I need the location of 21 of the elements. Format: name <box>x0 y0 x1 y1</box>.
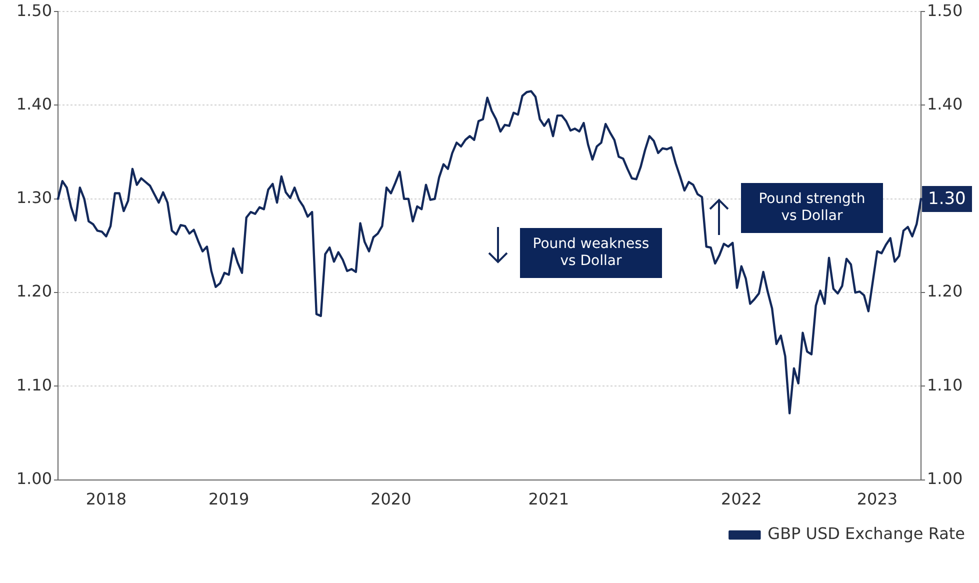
y-tick-label: 1.40 <box>16 94 52 114</box>
y-tick-label: 1.50 <box>16 0 52 20</box>
y-tick-label: 1.20 <box>16 282 52 301</box>
x-tick-label: 2018 <box>86 490 127 509</box>
y-tick-label: 1.10 <box>16 375 52 394</box>
x-tick-label: 2021 <box>528 490 569 509</box>
y2-tick-label: 1.20 <box>927 282 963 301</box>
y2-tick-label: 1.50 <box>927 0 963 20</box>
y2-tick-label: 1.10 <box>927 375 963 394</box>
x-tick-label: 2022 <box>721 490 762 509</box>
x-tick-label: 2019 <box>208 490 250 509</box>
data-label: 1.30 <box>922 186 972 212</box>
y2-tick-label: 1.40 <box>927 94 963 114</box>
annotation: Pound strength vs Dollar <box>741 183 883 233</box>
x-tick-label: 2020 <box>370 490 412 509</box>
y-tick-label: 1.30 <box>16 188 52 208</box>
y2-tick-label: 1.00 <box>927 468 963 488</box>
y-tick-label: 1.00 <box>16 468 52 488</box>
x-tick-label: 2023 <box>856 490 898 509</box>
legend-label: GBP USD Exchange Rate <box>768 524 966 544</box>
annotation: Pound weakness vs Dollar <box>520 228 662 278</box>
